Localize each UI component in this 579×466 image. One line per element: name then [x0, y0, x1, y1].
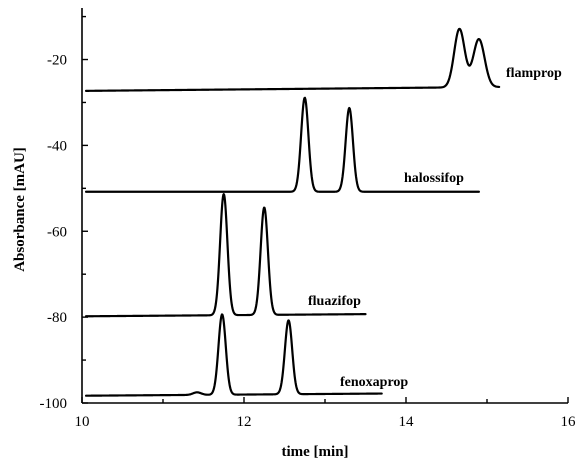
- y-tick-label: -80: [47, 310, 67, 326]
- x-tick-label: 16: [561, 414, 577, 430]
- x-tick-label: 12: [237, 414, 252, 430]
- trace-label-fenoxaprop: fenoxaprop: [340, 375, 408, 390]
- y-axis-title: Absorbance [mAU]: [12, 147, 28, 272]
- trace-fenoxaprop: [84, 313, 383, 397]
- trace-label-fluazifop: fluazifop: [308, 294, 361, 309]
- x-axis-title: time [min]: [281, 444, 348, 460]
- trace-labels: flamprop halossifop fluazifop fenoxaprop: [308, 66, 562, 390]
- y-tick-label: -60: [47, 224, 67, 240]
- x-ticks: 10 12 14 16: [75, 397, 577, 430]
- trace-label-flamprop: flamprop: [506, 66, 562, 81]
- x-tick-label: 14: [399, 414, 415, 430]
- trace-flamprop: [84, 27, 501, 92]
- trace-fluazifop: [84, 193, 367, 318]
- y-tick-label: -100: [40, 396, 68, 412]
- trace-halossifop: [84, 96, 480, 193]
- y-tick-label: -20: [47, 53, 67, 69]
- y-tick-label: -40: [47, 138, 67, 154]
- y-ticks: -100 -80 -60 -40 -20: [40, 15, 88, 412]
- x-tick-label: 10: [75, 414, 90, 430]
- trace-label-halossifop: halossifop: [404, 171, 464, 186]
- axes: [81, 8, 568, 404]
- traces: [84, 27, 501, 397]
